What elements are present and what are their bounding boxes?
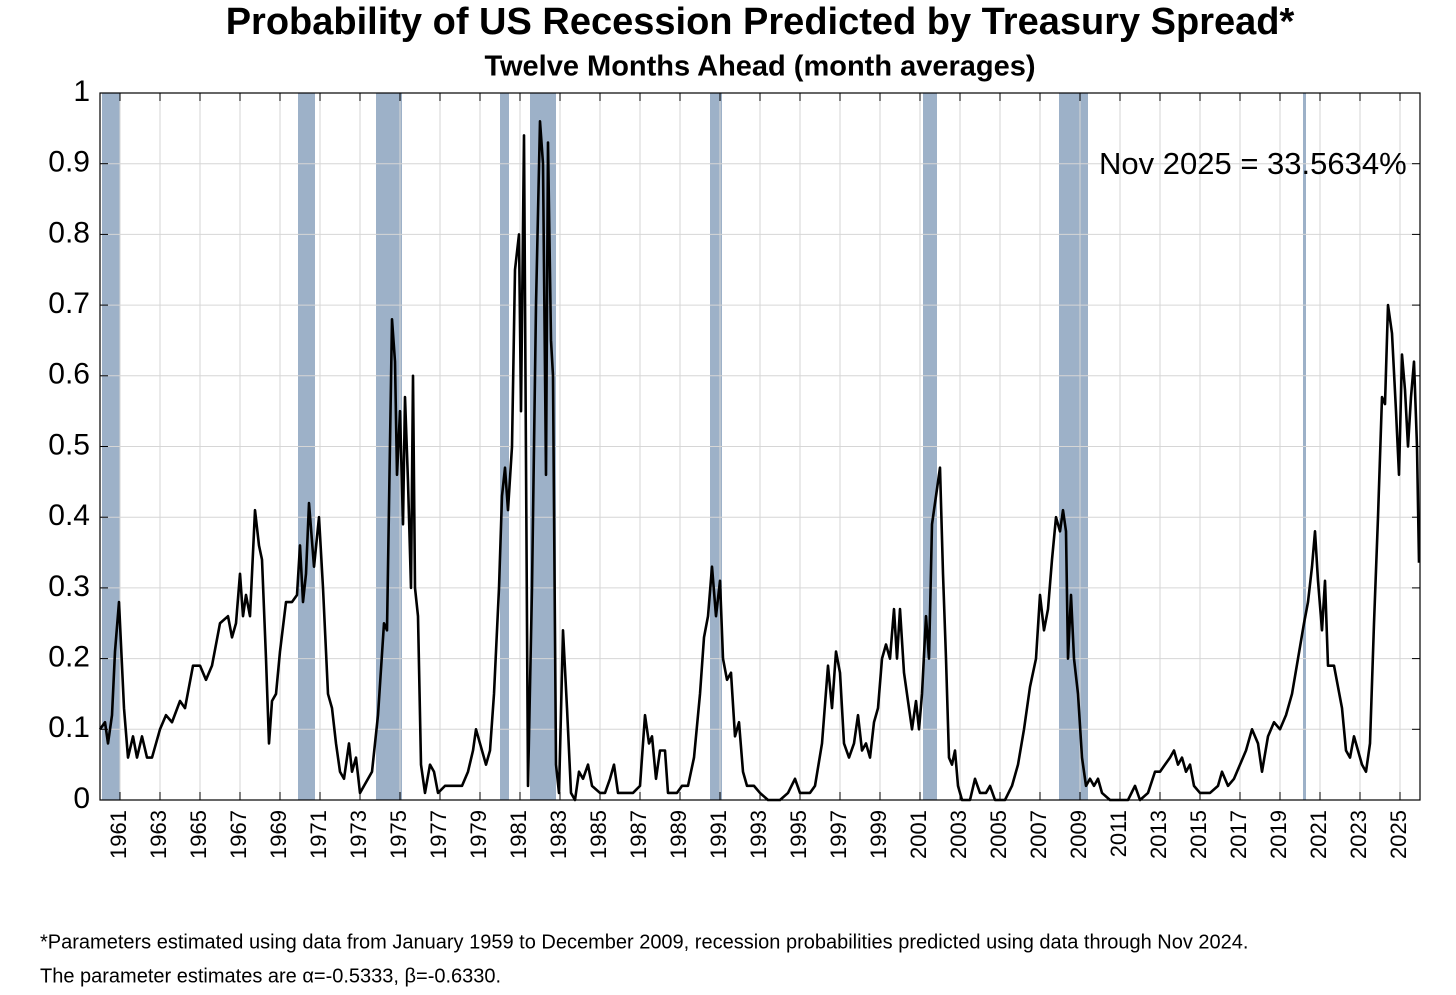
y-tick-label: 0.7 <box>48 287 90 320</box>
y-tick-label: 0.5 <box>48 428 90 461</box>
plot-area <box>98 92 1421 802</box>
footnote: The parameter estimates are α=-0.5333, β… <box>40 965 501 987</box>
x-tick-label: 1997 <box>826 810 851 859</box>
x-tick-label: 1977 <box>426 810 451 859</box>
x-tick-label: 1981 <box>506 810 531 859</box>
x-tick-label: 1967 <box>226 810 251 859</box>
y-tick-label: 0.4 <box>48 499 90 532</box>
x-tick-label: 1969 <box>266 810 291 859</box>
x-tick-label: 1973 <box>346 810 371 859</box>
chart-subtitle: Twelve Months Ahead (month averages) <box>484 51 1035 83</box>
chart-title: Probability of US Recession Predicted by… <box>226 1 1295 43</box>
y-tick-label: 0.3 <box>48 570 90 603</box>
probability-line <box>98 119 1421 802</box>
x-tick-label: 2015 <box>1186 810 1211 859</box>
x-tick-label: 2005 <box>986 810 1011 859</box>
y-tick-label: 0.1 <box>48 711 90 744</box>
y-tick-label: 1 <box>73 75 90 108</box>
x-tick-label: 1963 <box>146 810 171 859</box>
x-tick-label: 2001 <box>906 810 931 859</box>
y-tick-label: 0.9 <box>48 146 90 179</box>
y-tick-label: 0.8 <box>48 216 90 249</box>
x-tick-label: 1991 <box>706 810 731 859</box>
x-tick-label: 2011 <box>1106 810 1131 857</box>
x-tick-label: 1983 <box>546 810 571 859</box>
x-tick-label: 1961 <box>106 810 131 859</box>
x-tick-label: 1985 <box>586 810 611 859</box>
x-tick-label: 1995 <box>786 810 811 859</box>
x-tick-label: 1979 <box>466 810 491 859</box>
y-tick-label: 0.6 <box>48 358 90 391</box>
x-tick-label: 2025 <box>1386 810 1411 859</box>
x-tick-label: 2017 <box>1226 810 1251 859</box>
x-tick-label: 2009 <box>1066 810 1091 859</box>
x-tick-label: 1999 <box>866 810 891 859</box>
x-tick-label: 1993 <box>746 810 771 859</box>
x-tick-label: 1987 <box>626 810 651 859</box>
x-tick-label: 1989 <box>666 810 691 859</box>
annotation: Nov 2025 = 33.5634% <box>1099 146 1407 181</box>
x-tick-label: 1975 <box>386 810 411 859</box>
x-tick-label: 1965 <box>186 810 211 859</box>
y-tick-label: 0.2 <box>48 641 90 674</box>
x-tick-label: 2021 <box>1306 810 1331 859</box>
x-tick-label: 2007 <box>1026 810 1051 859</box>
plot-frame <box>99 92 1421 801</box>
x-tick-label: 2023 <box>1346 810 1371 859</box>
x-tick-label: 2019 <box>1266 810 1291 859</box>
x-tick-label: 2003 <box>946 810 971 859</box>
x-tick-label: 2013 <box>1146 810 1171 859</box>
y-tick-label: 0 <box>73 782 90 815</box>
x-tick-label: 1971 <box>306 810 331 859</box>
footnote: *Parameters estimated using data from Ja… <box>40 931 1248 953</box>
